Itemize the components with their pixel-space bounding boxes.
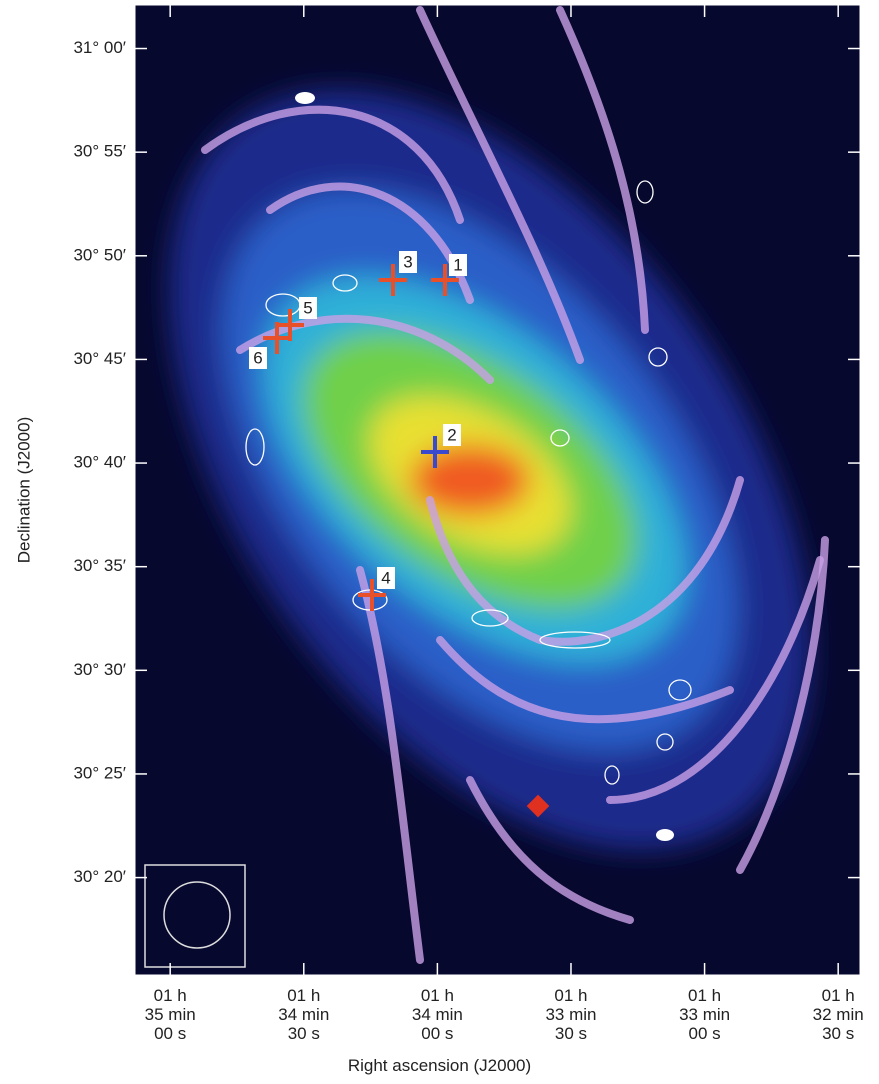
y-axis-label: Declination (J2000) [14, 417, 33, 563]
x-tick-label: 01 h 34 min 30 s [264, 986, 344, 1043]
marker-label: 4 [381, 568, 390, 587]
sky-image: Declination (J2000) 31° 00′ 30° 55′ 30° 50… [0, 0, 879, 1084]
marker-label: 1 [453, 255, 462, 274]
figure: Declination (J2000) 31° 00′ 30° 55′ 30° 50… [0, 0, 879, 1084]
x-tick-label: 01 h 33 min 30 s [531, 986, 611, 1043]
x-axis-label: Right ascension (J2000) [337, 1056, 542, 1075]
y-tick-label: 30° 45′ [73, 349, 126, 368]
marker-label: 6 [253, 348, 262, 367]
marker-label: 3 [403, 252, 412, 271]
marker-label: 2 [447, 425, 456, 444]
y-tick-label: 30° 50′ [73, 245, 126, 264]
marker-label: 5 [303, 298, 312, 317]
y-tick-label: 30° 55′ [73, 142, 126, 161]
x-tick-label: 01 h 32 min 30 s [798, 986, 878, 1043]
y-tick-label: 30° 20′ [73, 867, 126, 886]
x-tick-label: 01 h 33 min 00 s [665, 986, 745, 1043]
y-tick-label: 30° 25′ [73, 763, 126, 782]
x-tick-label: 01 h 35 min 00 s [130, 986, 210, 1043]
y-tick-label: 30° 35′ [73, 556, 126, 575]
y-tick-label: 30° 40′ [73, 453, 126, 472]
y-tick-label: 31° 00′ [73, 38, 126, 57]
galaxy [39, 0, 879, 975]
y-tick-label: 30° 30′ [73, 660, 126, 679]
x-tick-label: 01 h 34 min 00 s [397, 986, 477, 1043]
